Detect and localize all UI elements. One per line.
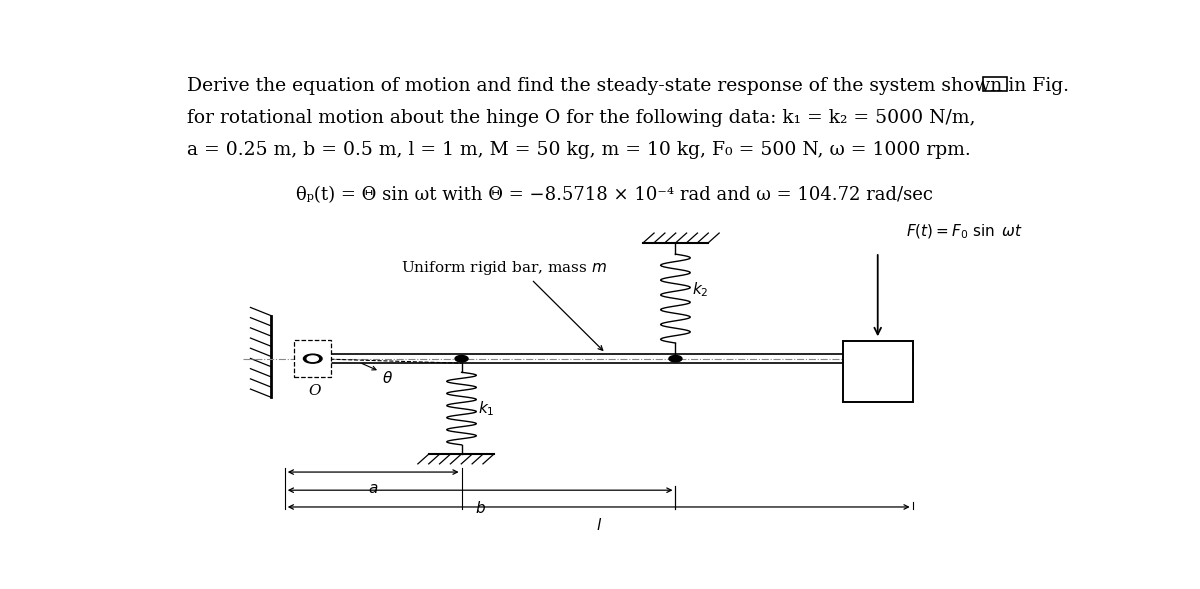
Text: $b$: $b$ [475,500,486,516]
Circle shape [455,356,468,362]
FancyBboxPatch shape [983,78,1008,91]
Circle shape [307,356,318,362]
Text: $k_2$: $k_2$ [692,280,709,299]
Text: θₚ(t) = Θ sin ωt with Θ = −8.5718 × 10⁻⁴ rad and ω = 104.72 rad/sec: θₚ(t) = Θ sin ωt with Θ = −8.5718 × 10⁻⁴… [296,186,934,204]
Text: $M$: $M$ [869,362,887,380]
Text: $\theta$: $\theta$ [383,370,394,386]
Circle shape [304,354,322,363]
Text: Uniform rigid bar, mass $m$: Uniform rigid bar, mass $m$ [401,259,607,277]
Text: for rotational motion about the hinge O for the following data: k₁ = k₂ = 5000 N: for rotational motion about the hinge O … [187,109,976,127]
Circle shape [668,356,682,362]
Bar [842,340,913,402]
Text: $a$: $a$ [368,482,378,496]
FancyBboxPatch shape [294,340,331,378]
Text: $F(t) = F_0\ \sin\ \omega t$: $F(t) = F_0\ \sin\ \omega t$ [906,223,1022,241]
Text: a = 0.25 m, b = 0.5 m, l = 1 m, M = 50 kg, m = 10 kg, F₀ = 500 N, ω = 1000 rpm.: a = 0.25 m, b = 0.5 m, l = 1 m, M = 50 k… [187,141,971,159]
Text: O: O [308,384,320,398]
Text: $k_1$: $k_1$ [479,399,494,418]
Text: Derive the equation of motion and find the steady-state response of the system s: Derive the equation of motion and find t… [187,78,1069,95]
Text: $l$: $l$ [595,517,602,533]
